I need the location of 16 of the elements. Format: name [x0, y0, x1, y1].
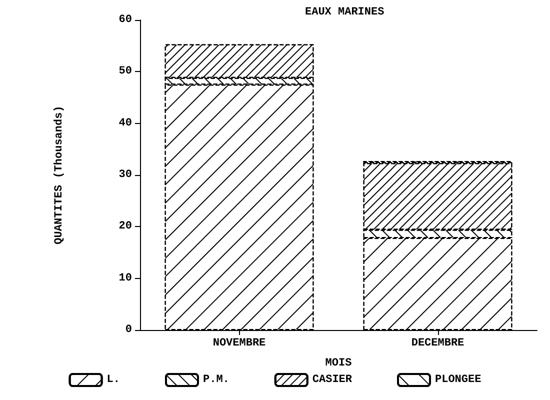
y-tick-label: 20 — [118, 220, 132, 233]
y-tick-label: 60 — [118, 14, 132, 26]
x-tick-label: DECEMBRE — [411, 338, 465, 350]
y-tick-label: 0 — [125, 324, 132, 336]
x-tick-label: NOVEMBRE — [212, 338, 266, 350]
legend-label: PLONGEE — [435, 374, 482, 386]
legend-label: L. — [106, 374, 120, 386]
x-axis-title: MOIS — [325, 358, 352, 370]
y-tick-label: 10 — [118, 272, 132, 284]
chart-title: EAUX MARINES — [305, 6, 385, 18]
legend-label: CASIER — [312, 374, 352, 386]
y-axis-title: QUANTITES (Thousands) — [54, 106, 66, 244]
y-tick-label: 40 — [118, 117, 132, 130]
y-tick-label: 50 — [118, 66, 132, 78]
y-tick-label: 30 — [118, 169, 132, 181]
legend-label: P.M. — [202, 374, 230, 386]
